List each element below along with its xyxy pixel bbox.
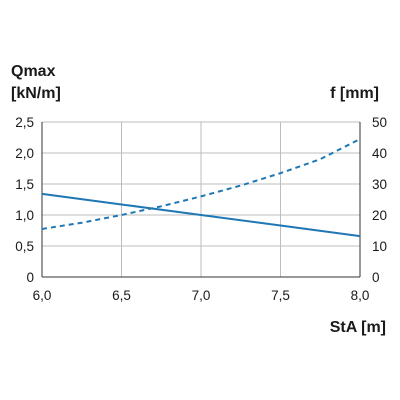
x-tick-label: 6,5 [112,288,131,303]
y-right-tick-label: 0 [372,270,380,285]
y-right-tick-label: 40 [372,146,387,161]
x-tick-label: 6,0 [33,288,52,303]
x-tick-label: 8,0 [351,288,370,303]
left-axis-title-line2: [kN/m] [11,85,61,102]
y-left-tick-label: 0,5 [15,239,34,254]
tick-label-layer: 0 0,5 1,0 1,5 2,0 2,5 0 10 20 30 40 50 6,0 6,5 7,0 7,5 8… [15,115,387,303]
plot-frame [41,122,361,278]
x-tick-label: 7,5 [271,288,290,303]
y-left-tick-label: 0 [26,270,34,285]
y-right-tick-label: 10 [372,239,387,254]
right-axis-title: f [mm] [330,85,379,102]
series-line-left-solid [41,192,361,238]
y-right-tick-label: 50 [372,115,387,130]
left-axis-title-line1: Qmax [11,63,56,80]
series-line-right-dashed [41,138,361,230]
y-left-tick-label: 1,0 [15,208,34,223]
x-axis-title: StA [m] [330,319,386,336]
y-right-tick-label: 20 [372,208,387,223]
series-layer [41,138,361,238]
y-left-tick-label: 1,5 [15,177,34,192]
x-tick-label: 7,0 [192,288,211,303]
y-right-tick-label: 30 [372,177,387,192]
y-left-tick-label: 2,0 [15,146,34,161]
y-left-tick-label: 2,5 [15,115,34,130]
